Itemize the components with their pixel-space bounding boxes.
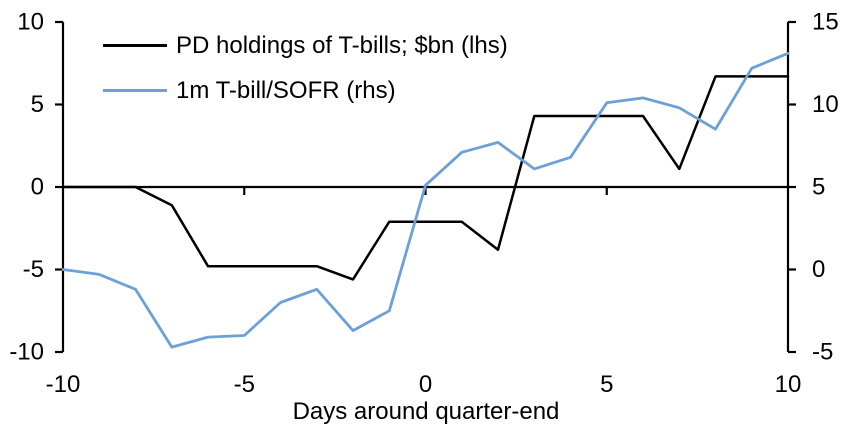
series-line-pd-holdings (61, 75, 790, 281)
right-axis-tick-label: 5 (812, 174, 825, 201)
left-axis-tick-label: 0 (31, 174, 44, 201)
left-axis-tick-label: 10 (17, 9, 44, 36)
right-axis-tick-label: 15 (812, 9, 839, 36)
x-axis-tick-label: 0 (419, 371, 432, 398)
x-axis-tick-label: 10 (775, 371, 802, 398)
legend-label-tbill-sofr: 1m T-bill/SOFR (rhs) (176, 76, 396, 104)
series-line-tbill-sofr (61, 51, 790, 349)
left-axis-tick-label: -5 (23, 256, 44, 283)
legend-item-tbill-sofr: 1m T-bill/SOFR (rhs) (103, 76, 508, 104)
right-axis-tick-label: -5 (812, 339, 833, 366)
x-axis-tick-label: -5 (234, 371, 255, 398)
x-axis-tick-label: -10 (46, 371, 81, 398)
right-axis-tick-label: 10 (812, 91, 839, 118)
left-axis-tick-label: -10 (9, 339, 44, 366)
chart-legend: PD holdings of T-bills; $bn (lhs) 1m T-b… (103, 31, 508, 123)
legend-label-pd-holdings: PD holdings of T-bills; $bn (lhs) (176, 31, 508, 59)
legend-line-sample-black (103, 44, 167, 47)
legend-item-pd-holdings: PD holdings of T-bills; $bn (lhs) (103, 31, 508, 59)
x-axis-tick-label: 5 (600, 371, 613, 398)
legend-line-sample-blue (103, 89, 167, 92)
left-axis-tick-label: 5 (31, 91, 44, 118)
x-axis-title: Days around quarter-end (292, 398, 560, 425)
right-axis-tick-label: 0 (812, 256, 825, 283)
